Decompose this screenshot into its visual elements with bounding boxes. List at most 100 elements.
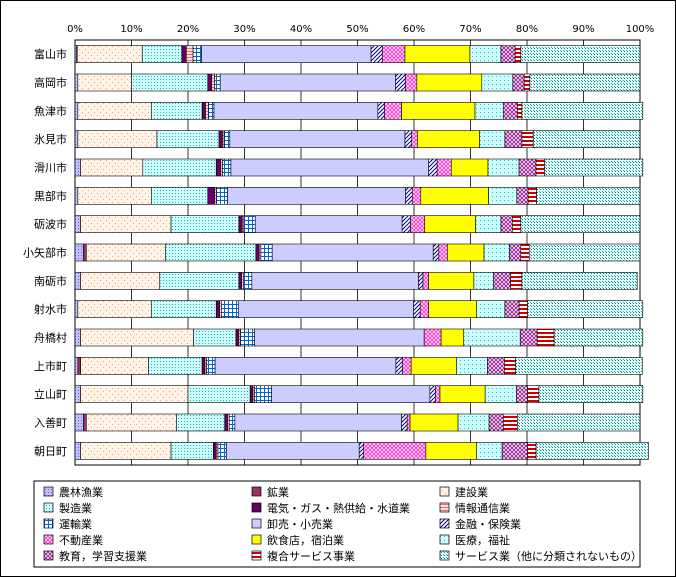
- x-tick-label: 20%: [177, 24, 199, 35]
- bar-segment: [260, 243, 273, 262]
- bar-segment: [483, 243, 510, 262]
- bar-segment: [544, 158, 644, 177]
- legend-label: 複合サービス事業: [267, 549, 355, 563]
- legend-label: 金融・保険業: [455, 517, 521, 531]
- x-tick-label: 0%: [67, 24, 83, 35]
- legend-label: 医療，福祉: [455, 533, 510, 547]
- bar-segment: [170, 442, 214, 460]
- bar-segment: [515, 357, 643, 375]
- bar-segment: [538, 385, 644, 403]
- bar-segment: [510, 272, 523, 290]
- bar-segment: [83, 243, 87, 262]
- legend-swatch: [439, 534, 450, 545]
- bar-segment: [271, 243, 434, 262]
- bar-segment: [429, 385, 436, 403]
- bar-segment: [395, 357, 404, 375]
- bar-segment: [422, 272, 429, 290]
- bar-segment: [382, 45, 406, 63]
- bar-segment: [504, 300, 520, 318]
- bar-segment: [502, 102, 518, 120]
- bar-segment: [520, 45, 641, 63]
- bar-segment: [432, 243, 440, 262]
- bar-segment: [518, 300, 528, 318]
- bar-segment: [193, 328, 237, 347]
- bar-segment: [218, 130, 223, 148]
- bar-segment: [83, 413, 87, 432]
- bar-segment: [519, 328, 538, 347]
- bar-segment: [501, 442, 528, 460]
- bar-segment: [243, 272, 253, 290]
- bar-segment: [156, 130, 220, 148]
- legend-swatch: [251, 550, 262, 561]
- bar-segment: [74, 158, 81, 177]
- bar-segment: [165, 243, 257, 262]
- bar-segment: [417, 130, 480, 148]
- bar-segment: [74, 328, 81, 347]
- bar-segment: [457, 413, 490, 432]
- x-tick-label: 60%: [403, 24, 425, 35]
- legend-label: サービス業（他に分類されないもの）: [455, 550, 642, 563]
- bar-segment: [521, 130, 534, 148]
- category-label: 氷見市: [34, 132, 67, 146]
- bar-segment: [529, 73, 641, 92]
- bar-segment: [412, 187, 422, 205]
- bar-layer: [74, 45, 649, 460]
- bar-segment: [150, 187, 209, 205]
- category-label: 高岡市: [34, 76, 67, 90]
- bar-segment: [213, 102, 379, 120]
- bar-segment: [181, 45, 187, 63]
- bar-segment: [159, 272, 240, 290]
- bar-segment: [553, 328, 644, 347]
- bar-segment: [428, 300, 478, 318]
- bar-segment: [521, 272, 638, 290]
- bar-segment: [255, 243, 260, 262]
- x-tick-label: 50%: [346, 24, 368, 35]
- bar-segment: [205, 102, 209, 120]
- bar-segment: [74, 243, 84, 262]
- x-tick-label: 40%: [290, 24, 312, 35]
- bar-segment: [251, 272, 419, 290]
- bar-segment: [440, 328, 465, 347]
- bar-segment: [141, 45, 183, 63]
- bar-segment: [515, 385, 528, 403]
- bar-segment: [384, 102, 402, 120]
- bar-segment: [215, 158, 222, 177]
- bar-segment: [77, 187, 152, 205]
- bar-segment: [463, 328, 521, 347]
- bar-segment: [523, 73, 531, 92]
- bar-segment: [517, 413, 641, 432]
- legend-swatch: [439, 502, 450, 513]
- bar-segment: [413, 300, 421, 318]
- bar-segment: [425, 442, 478, 460]
- bar-segment: [254, 215, 403, 233]
- bar-segment: [488, 187, 518, 205]
- category-label: 入善町: [34, 416, 67, 430]
- bar-segment: [475, 215, 502, 233]
- legend-swatch: [43, 486, 54, 497]
- bar-segment: [514, 45, 522, 63]
- bar-segment: [518, 158, 537, 177]
- bar-segment: [487, 357, 505, 375]
- bar-segment: [77, 102, 152, 120]
- bar-segment: [401, 215, 411, 233]
- bar-segment: [410, 357, 457, 375]
- bar-segment: [370, 45, 383, 63]
- bar-segment: [436, 158, 452, 177]
- bar-segment: [512, 215, 522, 233]
- x-tick-label: 30%: [233, 24, 255, 35]
- bar-segment: [238, 215, 243, 233]
- bar-segment: [227, 187, 406, 205]
- bar-segment: [528, 243, 641, 262]
- bar-segment: [500, 45, 516, 63]
- bar-segment: [176, 413, 226, 432]
- bar-segment: [208, 102, 215, 120]
- bar-segment: [240, 328, 255, 347]
- bar-segment: [170, 215, 240, 233]
- bar-segment: [410, 215, 426, 233]
- legend-label: 教育，学習支援業: [59, 549, 147, 563]
- bar-segment: [520, 243, 530, 262]
- bar-segment: [469, 45, 502, 63]
- bar-segment: [131, 73, 209, 92]
- bar-segment: [214, 357, 397, 375]
- bar-segment: [74, 385, 81, 403]
